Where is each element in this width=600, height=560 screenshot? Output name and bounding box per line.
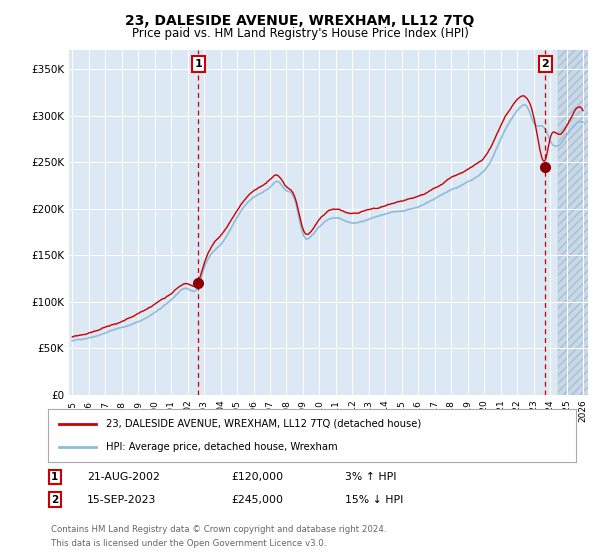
Text: 2: 2 (541, 59, 549, 69)
Text: 1: 1 (194, 59, 202, 69)
Bar (559, 50, 599, 395)
Text: Price paid vs. HM Land Registry's House Price Index (HPI): Price paid vs. HM Land Registry's House … (131, 27, 469, 40)
Text: 3% ↑ HPI: 3% ↑ HPI (345, 472, 397, 482)
Text: This data is licensed under the Open Government Licence v3.0.: This data is licensed under the Open Gov… (51, 539, 326, 548)
Text: Contains HM Land Registry data © Crown copyright and database right 2024.: Contains HM Land Registry data © Crown c… (51, 525, 386, 534)
Text: HPI: Average price, detached house, Wrexham: HPI: Average price, detached house, Wrex… (106, 442, 338, 452)
Text: £245,000: £245,000 (231, 494, 283, 505)
Text: £120,000: £120,000 (231, 472, 283, 482)
Bar (559, 50, 599, 395)
Text: 1: 1 (51, 472, 58, 482)
Text: 15% ↓ HPI: 15% ↓ HPI (345, 494, 403, 505)
Text: 23, DALESIDE AVENUE, WREXHAM, LL12 7TQ (detached house): 23, DALESIDE AVENUE, WREXHAM, LL12 7TQ (… (106, 419, 421, 429)
Text: 15-SEP-2023: 15-SEP-2023 (87, 494, 157, 505)
Text: 23, DALESIDE AVENUE, WREXHAM, LL12 7TQ: 23, DALESIDE AVENUE, WREXHAM, LL12 7TQ (125, 14, 475, 28)
Text: 21-AUG-2002: 21-AUG-2002 (87, 472, 160, 482)
Text: 2: 2 (51, 494, 58, 505)
